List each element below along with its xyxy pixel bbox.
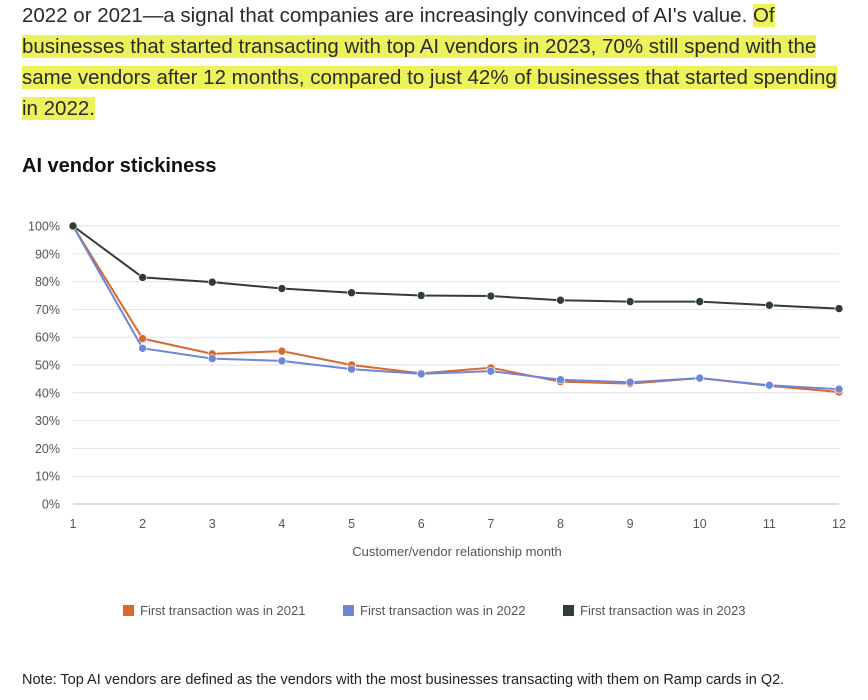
x-tick-label: 5 <box>348 517 355 531</box>
legend-label: First transaction was in 2021 <box>140 603 305 618</box>
data-point <box>277 346 287 356</box>
y-tick-label: 20% <box>35 442 60 456</box>
data-point <box>347 288 356 298</box>
series-s2023 <box>68 221 844 313</box>
article-paragraph: 2022 or 2021—a signal that companies are… <box>22 0 852 124</box>
data-point <box>416 369 426 379</box>
x-tick-label: 6 <box>418 517 425 531</box>
data-point <box>277 284 287 293</box>
data-point <box>625 377 635 387</box>
data-point <box>625 297 635 306</box>
data-point <box>695 297 705 306</box>
legend-label: First transaction was in 2023 <box>580 603 745 618</box>
y-tick-label: 60% <box>35 331 60 345</box>
x-tick-label: 11 <box>763 517 776 531</box>
x-tick-label: 3 <box>209 517 216 531</box>
x-tick-label: 10 <box>693 517 707 531</box>
y-tick-label: 40% <box>35 386 60 400</box>
data-point <box>207 277 217 287</box>
y-tick-label: 30% <box>35 414 60 428</box>
x-tick-label: 9 <box>627 517 634 531</box>
legend: First transaction was in 2021 First trans… <box>123 603 745 618</box>
y-tick-label: 10% <box>35 470 60 484</box>
series-lines <box>68 221 844 397</box>
data-point <box>556 375 565 385</box>
y-tick-label: 90% <box>35 247 60 261</box>
data-point <box>834 304 844 313</box>
y-tick-label: 0% <box>42 498 60 512</box>
x-axis-label: Customer/vendor relationship month <box>352 544 562 559</box>
y-tick-label: 80% <box>35 275 60 289</box>
data-point <box>834 384 844 394</box>
legend-swatch <box>123 605 134 616</box>
data-point <box>277 356 287 366</box>
data-point <box>416 291 426 300</box>
y-tick-label: 100% <box>28 220 60 234</box>
data-point <box>765 380 774 390</box>
chart-title: AI vendor stickiness <box>22 155 217 177</box>
data-point <box>765 300 774 310</box>
x-tick-label: 7 <box>487 517 494 531</box>
article-text-intro: 2022 or 2021—a signal that companies are… <box>22 4 753 27</box>
chart-note: Note: Top AI vendors are defined as the … <box>22 672 785 688</box>
legend-swatch <box>343 605 354 616</box>
legend-swatch <box>563 605 574 616</box>
data-point <box>138 273 147 282</box>
y-axis-ticks: 0% 10% 20% 30% 40% 50% 60% 70% 80% 90% 100% <box>28 220 60 512</box>
x-tick-label: 12 <box>832 517 846 531</box>
x-tick-label: 1 <box>70 517 77 531</box>
data-point <box>138 334 147 343</box>
data-point <box>138 344 147 353</box>
data-point <box>486 291 496 301</box>
x-tick-label: 4 <box>278 517 285 531</box>
data-point <box>486 366 496 376</box>
data-point <box>68 221 78 231</box>
x-axis-ticks: 1 2 3 4 5 6 7 8 9 10 11 12 <box>70 517 846 531</box>
legend-label: First transaction was in 2022 <box>360 603 525 618</box>
x-tick-label: 2 <box>139 517 146 531</box>
series-line <box>72 225 840 310</box>
series-line <box>72 225 840 391</box>
data-point <box>556 295 565 305</box>
data-point <box>695 373 705 383</box>
data-point <box>207 354 217 363</box>
gridlines <box>73 225 839 505</box>
y-tick-label: 70% <box>35 303 60 317</box>
data-point <box>347 364 356 374</box>
x-tick-label: 8 <box>557 517 564 531</box>
series-s2022 <box>68 221 844 394</box>
y-tick-label: 50% <box>35 359 60 373</box>
